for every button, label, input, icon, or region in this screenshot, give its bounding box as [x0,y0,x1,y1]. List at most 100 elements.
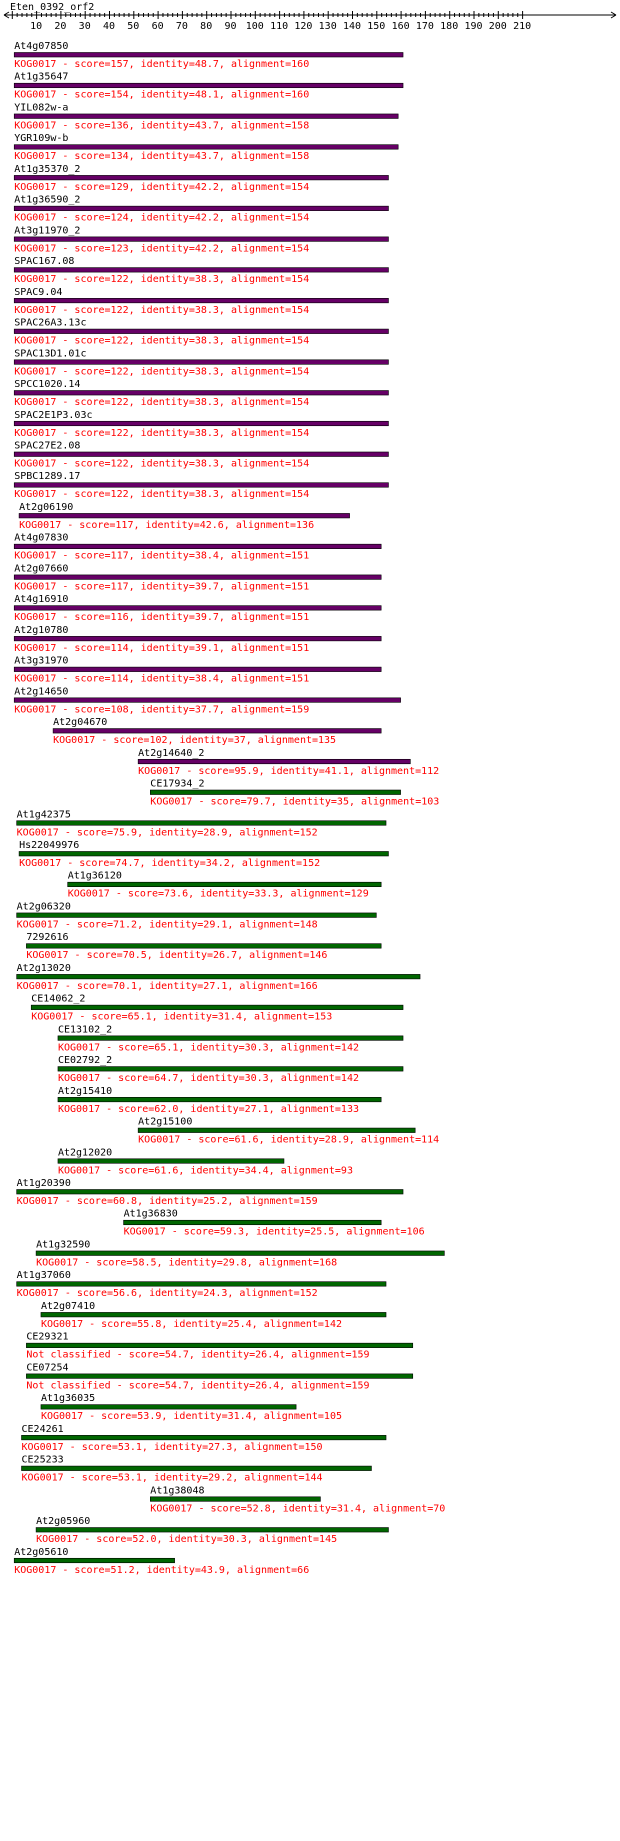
hit-row[interactable]: At4g07830 KOG0017 - score=117, identity=3… [13,533,382,562]
alignment-bar[interactable] [137,758,411,765]
alignment-bar[interactable] [13,543,382,549]
alignment-bar[interactable] [13,328,389,334]
hit-name[interactable]: At2g07410 [41,1301,95,1312]
hit-row[interactable]: CE07254 Not classified - score=54.7, iden… [26,1362,414,1391]
alignment-bar[interactable] [16,1189,404,1195]
alignment-bar[interactable] [16,820,387,826]
alignment-bar[interactable] [26,1342,414,1348]
hit-name[interactable]: At2g04670 [53,717,107,728]
hit-row[interactable]: At2g12020 KOG0017 - score=61.6, identity=… [57,1147,353,1176]
hit-name[interactable]: At1g36120 [68,871,122,882]
hit-row[interactable]: At2g13020 KOG0017 - score=70.1, identity=… [16,963,421,992]
alignment-bar[interactable] [13,82,404,89]
hit-name[interactable]: At1g36035 [41,1393,95,1404]
hit-name[interactable]: SPBC1289.17 [14,471,80,482]
hit-name[interactable]: SPAC2E1P3.03c [14,410,92,421]
alignment-bar[interactable] [13,267,389,273]
hit-row[interactable]: CE14062_2 KOG0017 - score=65.1, identity=… [30,994,404,1023]
hit-row[interactable]: At2g05610 KOG0017 - score=51.2, identity=… [13,1547,309,1576]
hit-row[interactable]: At2g10780 KOG0017 - score=114, identity=3… [13,625,382,654]
alignment-bar[interactable] [35,1527,389,1533]
hit-name[interactable]: At2g06320 [17,901,71,912]
alignment-bar[interactable] [13,666,382,672]
hit-name[interactable]: SPAC167.08 [14,256,74,267]
hit-row[interactable]: At1g38048 KOG0017 - score=52.8, identity=… [150,1485,445,1514]
hit-row[interactable]: SPAC13D1.01c KOG0017 - score=122, identit… [13,348,389,377]
alignment-bar[interactable] [13,390,389,396]
hit-row[interactable]: At2g04670 KOG0017 - score=102, identity=3… [52,717,382,746]
alignment-bar[interactable] [150,789,401,795]
hit-row[interactable]: At2g15410 KOG0017 - score=62.0, identity=… [57,1086,382,1115]
alignment-bar[interactable] [13,482,389,488]
alignment-bar[interactable] [13,52,404,58]
hit-row[interactable]: At1g36035 KOG0017 - score=53.9, identity=… [40,1393,342,1422]
hit-name[interactable]: At1g42375 [17,809,71,820]
alignment-bar[interactable] [13,205,389,211]
hit-row[interactable]: CE24261 KOG0017 - score=53.1, identity=27… [21,1424,387,1453]
alignment-bar[interactable] [40,1312,387,1318]
alignment-bar[interactable] [13,144,399,150]
alignment-bar[interactable] [26,943,382,949]
alignment-bar[interactable] [21,1435,387,1441]
hit-name[interactable]: At2g10780 [14,625,68,636]
alignment-bar[interactable] [18,513,350,519]
hit-name[interactable]: CE13102_2 [58,1024,112,1035]
hit-row[interactable]: At1g37060 KOG0017 - score=56.6, identity=… [16,1270,387,1299]
hit-row[interactable]: YGR109w-b KOG0017 - score=134, identity=4… [13,133,399,162]
alignment-bar[interactable] [57,1035,404,1041]
alignment-bar[interactable] [137,1127,416,1133]
hit-row[interactable]: SPAC9.04 KOG0017 - score=122, identity=38… [13,287,389,316]
hit-name[interactable]: At4g16910 [14,594,68,605]
alignment-bar[interactable] [13,697,401,703]
alignment-bar[interactable] [16,912,377,918]
hit-name[interactable]: CE29321 [26,1332,68,1343]
hit-name[interactable]: At2g14650 [14,686,68,697]
alignment-bar[interactable] [13,605,382,611]
alignment-bar[interactable] [13,451,389,457]
hit-name[interactable]: At2g05610 [14,1547,68,1558]
alignment-bar[interactable] [150,1496,321,1502]
hit-row[interactable]: At2g14640_2 KOG0017 - score=95.9, identit… [137,748,439,777]
hit-row[interactable]: Hs22049976 KOG0017 - score=74.7, identity… [18,840,389,869]
hit-name[interactable]: At1g20390 [17,1178,71,1189]
alignment-bar[interactable] [13,636,382,642]
hit-name[interactable]: CE24261 [22,1424,64,1435]
hit-name[interactable]: Hs22049976 [19,840,79,851]
hit-row[interactable]: 7292616 KOG0017 - score=70.5, identity=26… [26,932,382,961]
hit-name[interactable]: At1g36590_2 [14,195,80,206]
alignment-bar[interactable] [123,1219,382,1226]
hit-name[interactable]: At2g15100 [138,1117,192,1128]
hit-row[interactable]: At2g05960 KOG0017 - score=52.0, identity=… [35,1516,389,1545]
hit-name[interactable]: At1g35370_2 [14,164,80,175]
alignment-bar[interactable] [13,236,389,242]
hit-name[interactable]: CE02792_2 [58,1055,112,1066]
hit-name[interactable]: CE14062_2 [31,994,85,1005]
hit-name[interactable]: SPCC1020.14 [14,379,80,390]
hit-row[interactable]: At2g06190 KOG0017 - score=117, identity=4… [18,502,350,531]
alignment-bar[interactable] [18,851,389,857]
hit-name[interactable]: At2g12020 [58,1147,112,1158]
alignment-bar[interactable] [16,1281,387,1287]
hit-name[interactable]: At3g11970_2 [14,225,80,236]
hit-name[interactable]: At1g32590 [36,1239,90,1250]
hit-row[interactable]: CE25233 KOG0017 - score=53.1, identity=29… [21,1455,372,1484]
hit-name[interactable]: YIL082w-a [14,102,68,113]
alignment-bar[interactable] [16,974,421,980]
hit-row[interactable]: SPAC26A3.13c KOG0017 - score=122, identit… [13,318,389,347]
hit-name[interactable]: At2g07660 [14,563,68,574]
hit-name[interactable]: SPAC9.04 [14,287,62,298]
hit-row[interactable]: At3g31970 KOG0017 - score=114, identity=3… [13,656,382,685]
alignment-bar[interactable] [26,1373,414,1379]
hit-row[interactable]: At4g16910 KOG0017 - score=116, identity=3… [13,594,382,623]
hit-row[interactable]: SPBC1289.17 KOG0017 - score=122, identity… [13,471,389,500]
hit-row[interactable]: CE02792_2 KOG0017 - score=64.7, identity=… [57,1055,404,1084]
hit-row[interactable]: At2g07660 KOG0017 - score=117, identity=3… [13,563,382,592]
hit-row[interactable]: At2g15100 KOG0017 - score=61.6, identity=… [137,1117,439,1146]
alignment-bar[interactable] [30,1004,404,1010]
hit-row[interactable]: At4g07850 KOG0017 - score=157, identity=4… [13,41,404,70]
hit-name[interactable]: At2g06190 [19,502,73,513]
alignment-bar[interactable] [13,420,389,427]
hit-row[interactable]: SPAC2E1P3.03c KOG0017 - score=122, identi… [13,410,389,439]
hit-row[interactable]: At1g35370_2 KOG0017 - score=129, identity… [13,164,389,193]
alignment-bar[interactable] [57,1097,382,1103]
